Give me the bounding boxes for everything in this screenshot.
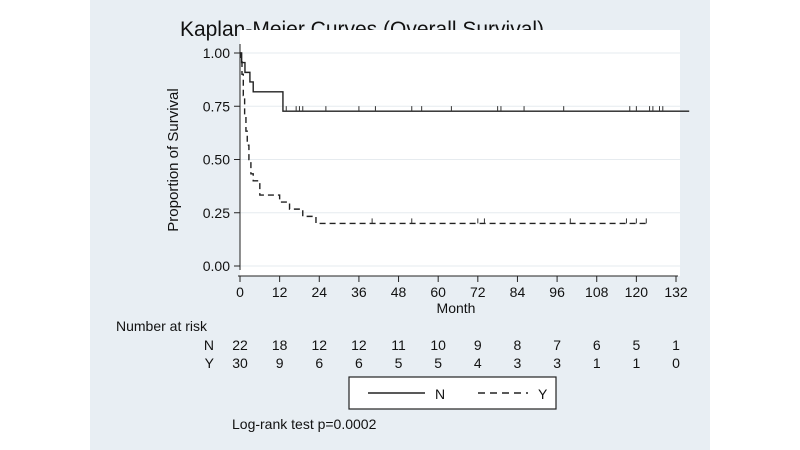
x-tick-label: 120 [625,284,649,300]
risk-table-title: Number at risk [116,318,208,334]
gridlines [240,52,680,267]
plot-area [240,30,680,276]
risk-count: 11 [391,337,406,353]
risk-count: 1 [672,337,680,353]
x-tick-label: 96 [549,284,565,300]
risk-count: 30 [232,355,248,371]
survival-curves [240,52,690,225]
risk-count: 1 [632,355,640,371]
y-axis-label: Proportion of Survival [165,88,182,231]
x-tick-label: 72 [470,284,486,300]
risk-count: 18 [272,337,288,353]
risk-count: 5 [395,355,403,371]
risk-count: 5 [434,355,442,371]
y-tick-label: 0.50 [203,152,230,168]
risk-row-label: N [204,337,214,353]
survival-curve-y [240,52,650,225]
x-tick-label: 108 [585,284,609,300]
x-tick-label: 24 [311,284,327,300]
y-tick-label: 0.00 [203,258,230,274]
logrank-annotation: Log-rank test p=0.0002 [232,416,377,432]
risk-count: 3 [514,355,522,371]
y-tick-label: 0.75 [203,98,230,114]
risk-count: 12 [351,337,367,353]
risk-count: 6 [355,355,363,371]
risk-count: 4 [474,355,482,371]
x-tick-label: 60 [430,284,446,300]
risk-count: 0 [672,355,680,371]
x-tick-label: 48 [391,284,407,300]
risk-count: 6 [593,337,601,353]
risk-count: 22 [232,337,248,353]
risk-count: 3 [553,355,561,371]
risk-row-label: Y [205,355,215,371]
risk-count: 9 [276,355,284,371]
x-tick-label: 0 [236,284,244,300]
x-axis: 0 12 24 36 48 60 72 84 96 108 120 132 [236,275,688,300]
x-tick-label: 36 [351,284,367,300]
risk-count: 9 [474,337,482,353]
survival-curve-n [240,52,690,112]
risk-count: 6 [315,355,323,371]
legend-label-n: N [435,386,445,402]
chart-figure: Kaplan-Meier Curves (Overall Survival) 0… [90,0,710,450]
legend-label-y: Y [538,386,548,402]
risk-count: 1 [593,355,601,371]
risk-table: N 22 18 12 12 11 10 9 8 7 6 5 1Y 30 9 6 6 5 5 4 3 3 1 1 0 [204,337,680,371]
risk-count: 12 [311,337,327,353]
y-tick-label: 0.25 [203,205,230,221]
y-tick-label: 1.00 [203,45,230,61]
risk-count: 7 [553,337,561,353]
y-axis: 0.00 0.25 0.50 0.75 1.00 [203,44,241,274]
risk-count: 10 [430,337,446,353]
km-chart: Kaplan-Meier Curves (Overall Survival) 0… [116,18,690,432]
x-tick-label: 132 [664,284,688,300]
x-axis-label: Month [437,300,476,316]
x-tick-label: 12 [272,284,288,300]
x-tick-label: 84 [510,284,526,300]
risk-count: 5 [632,337,640,353]
legend: N Y [348,376,557,410]
risk-count: 8 [514,337,522,353]
